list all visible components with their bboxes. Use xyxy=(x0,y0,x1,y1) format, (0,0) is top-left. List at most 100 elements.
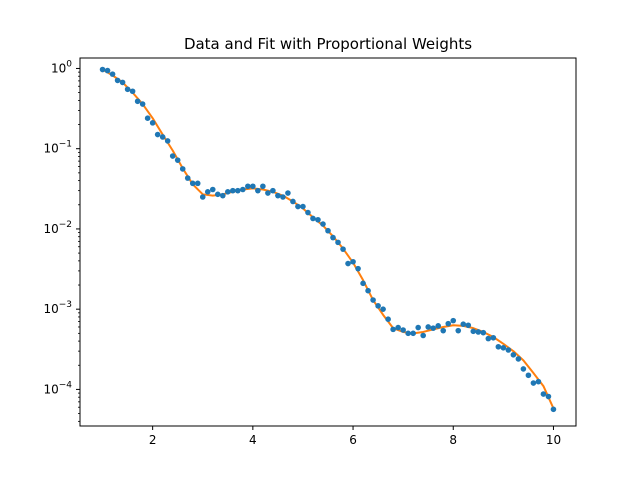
data-point xyxy=(435,323,442,329)
data-point xyxy=(119,79,126,86)
data-point xyxy=(99,66,106,73)
data-point xyxy=(330,234,336,241)
data-point xyxy=(265,190,271,196)
data-point xyxy=(340,246,346,252)
data-point xyxy=(209,186,216,193)
data-point xyxy=(255,187,261,194)
data-point xyxy=(390,326,396,333)
data-point xyxy=(515,356,522,362)
data-point xyxy=(375,303,381,309)
data-point xyxy=(510,352,517,358)
data-point xyxy=(335,239,341,246)
data-point xyxy=(490,334,497,341)
data-point xyxy=(350,258,356,265)
data-point xyxy=(184,175,191,181)
data-point xyxy=(505,347,512,353)
data-point xyxy=(370,297,376,303)
x-tick-label: 10 xyxy=(546,433,561,447)
data-point xyxy=(159,134,166,140)
data-point xyxy=(225,189,231,195)
data-point xyxy=(465,322,472,329)
data-point xyxy=(550,406,557,413)
data-point xyxy=(199,194,206,200)
data-point xyxy=(149,120,156,126)
plot-area: 2 4 6 8 10 100 10−1 10−2 10−3 10−4 xyxy=(43,57,577,447)
data-point xyxy=(420,332,426,339)
data-point xyxy=(400,327,406,333)
x-tick-label: 8 xyxy=(449,433,457,447)
data-point xyxy=(325,227,331,234)
data-point xyxy=(485,335,492,342)
y-tick-label: 10−2 xyxy=(43,220,72,236)
data-point xyxy=(540,391,547,397)
data-point xyxy=(139,101,146,107)
data-point xyxy=(189,180,196,187)
data-layer xyxy=(99,66,557,413)
data-point xyxy=(520,366,527,372)
data-point xyxy=(430,325,437,331)
data-point xyxy=(535,378,542,385)
data-point xyxy=(445,320,452,327)
data-point xyxy=(495,343,502,350)
data-point xyxy=(415,324,421,331)
data-point xyxy=(194,180,201,187)
data-point xyxy=(295,203,301,210)
data-point xyxy=(545,393,552,400)
data-point xyxy=(270,187,276,194)
data-point xyxy=(219,192,226,199)
data-point xyxy=(315,216,321,223)
data-point xyxy=(460,321,467,327)
data-point xyxy=(104,67,111,74)
x-tick-label: 2 xyxy=(149,433,157,447)
data-point xyxy=(169,153,176,159)
data-point xyxy=(154,131,161,138)
data-point xyxy=(320,221,326,227)
data-point xyxy=(385,316,391,323)
data-point xyxy=(109,71,116,77)
data-point xyxy=(380,306,386,312)
data-point xyxy=(235,187,241,194)
data-point xyxy=(475,329,482,335)
data-point xyxy=(124,86,131,93)
data-point xyxy=(455,327,462,334)
data-point xyxy=(285,190,291,196)
data-point xyxy=(425,324,432,330)
y-tick-label: 10−1 xyxy=(43,140,72,156)
data-point xyxy=(310,215,316,222)
data-point xyxy=(395,324,401,331)
data-point xyxy=(179,166,186,172)
data-point xyxy=(260,183,266,190)
data-point xyxy=(245,183,251,190)
data-point xyxy=(275,192,281,199)
data-point xyxy=(230,187,236,194)
data-point xyxy=(500,345,507,351)
y-tick-label: 10−3 xyxy=(43,300,72,316)
x-tick-label: 6 xyxy=(349,433,357,447)
data-point xyxy=(240,186,246,193)
data-point xyxy=(134,98,141,105)
data-point xyxy=(305,209,311,216)
data-point xyxy=(204,189,211,195)
data-point xyxy=(300,203,306,210)
data-point xyxy=(410,330,416,337)
data-point xyxy=(144,115,151,121)
data-point xyxy=(280,194,286,200)
data-point xyxy=(250,183,256,190)
data-point xyxy=(450,317,457,324)
data-point xyxy=(290,198,296,205)
data-point xyxy=(345,260,351,267)
data-point xyxy=(129,88,136,95)
data-point xyxy=(114,77,121,84)
y-tick-label: 100 xyxy=(51,59,72,75)
data-point xyxy=(440,327,447,334)
plot-frame xyxy=(79,57,577,427)
data-point xyxy=(214,191,221,198)
data-point xyxy=(470,328,477,335)
data-point xyxy=(525,372,532,379)
data-point xyxy=(360,280,366,287)
data-point xyxy=(365,287,371,294)
y-tick-label: 10−4 xyxy=(43,380,72,396)
data-point xyxy=(530,380,537,386)
